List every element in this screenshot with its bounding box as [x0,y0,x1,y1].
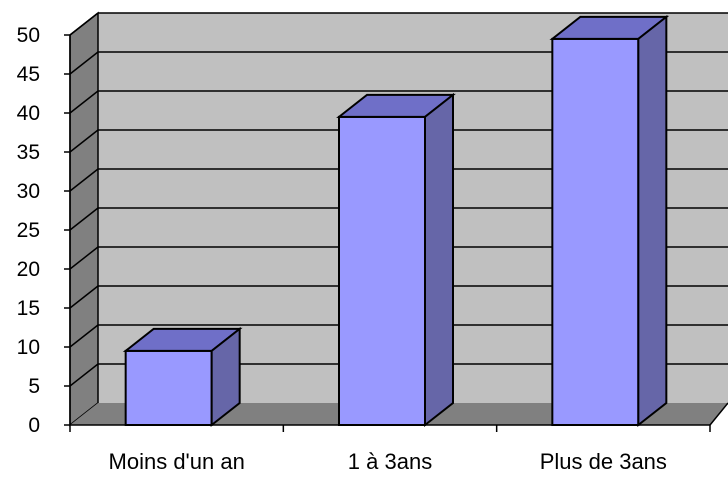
gridline-side [69,168,99,192]
y-tick-label: 40 [17,102,40,125]
gridline-side [69,246,99,270]
x-category-label: Moins d'un an [109,449,245,474]
bar-side [424,92,454,428]
bar-front [124,349,213,426]
y-tick-label: 25 [17,219,40,242]
x-category-label: Plus de 3ans [540,449,667,474]
y-tick-label: 30 [17,180,40,203]
y-tick-label: 50 [17,24,40,47]
gridline-side [69,363,99,387]
gridline-side [69,324,99,348]
bar-front [338,115,426,427]
y-tick-label: 5 [28,375,40,398]
y-tick-label: 0 [28,414,40,437]
y-tick-label: 20 [17,258,40,281]
gridline-side [69,207,99,231]
x-axis-category-labels: Moins d'un an 1 à 3ans Plus de 3ans [109,449,667,474]
floor-edge [709,402,728,426]
gridline-side [69,12,99,36]
bar-front [551,37,640,427]
y-tick-label: 15 [17,297,40,320]
axes [64,34,728,432]
gridline-side [69,285,99,309]
bar-side [210,326,241,428]
y-tick-label: 45 [17,63,40,86]
x-category-label: 1 à 3ans [348,449,432,474]
y-axis-tick-labels: 0 5 10 15 20 25 30 35 40 45 50 [17,24,40,437]
y-tick-label: 35 [17,141,40,164]
bars [122,14,670,428]
y-tick-label: 10 [17,336,40,359]
bar [549,14,670,428]
gridline-side [69,129,99,153]
bar [336,92,456,428]
bar [122,326,243,428]
bar-side [637,14,668,428]
gridline-side [69,51,99,75]
gridline-side [69,90,99,114]
